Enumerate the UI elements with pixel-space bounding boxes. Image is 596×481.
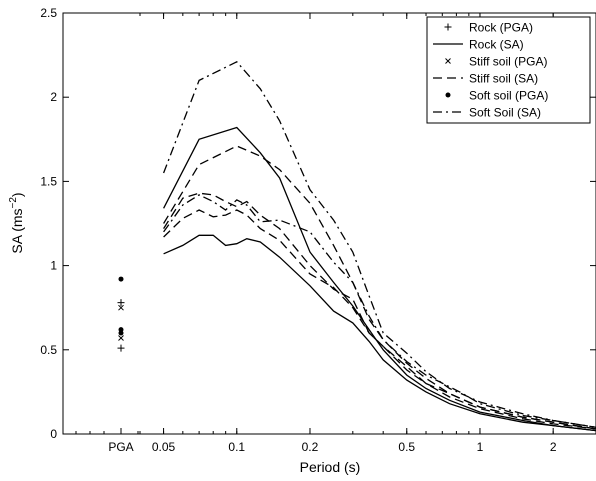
y-tick-label: 0 bbox=[50, 427, 57, 441]
series-line-2 bbox=[163, 209, 596, 430]
pga-point-2-1 bbox=[118, 327, 124, 333]
legend-marker-0 bbox=[444, 23, 452, 31]
series-line-5 bbox=[163, 194, 596, 428]
pga-point-0-1 bbox=[117, 299, 125, 307]
series-line-1 bbox=[163, 126, 596, 432]
legend-label-0: Rock (PGA) bbox=[469, 21, 533, 35]
legend: Rock (PGA) Rock (SA) Stiff soil (PGA) Stiff… bbox=[426, 16, 591, 124]
legend-label-3: Stiff soil (SA) bbox=[469, 72, 538, 86]
series-line-6 bbox=[162, 60, 596, 428]
x-tick-label-pga: PGA bbox=[108, 440, 133, 454]
y-axis-label-exponent: −2 bbox=[8, 197, 19, 209]
legend-label-2: Stiff soil (PGA) bbox=[469, 55, 547, 69]
y-tick-label: 2 bbox=[50, 90, 57, 104]
legend-entry-2: Stiff soil (PGA) bbox=[445, 55, 547, 69]
y-tick-label: 2.5 bbox=[40, 6, 57, 20]
legend-entry-1: Rock (SA) bbox=[433, 38, 524, 52]
x-tick-label: 2 bbox=[550, 440, 557, 454]
y-axis-label: SA (ms−2) bbox=[8, 192, 25, 253]
legend-label-5: Soft Soil (SA) bbox=[469, 106, 541, 120]
legend-entry-5: Soft Soil (SA) bbox=[433, 106, 541, 120]
y-tick-label: 0.5 bbox=[40, 343, 57, 357]
y-axis-label-close: ) bbox=[9, 192, 25, 197]
pga-point-1-0 bbox=[118, 335, 124, 341]
pga-point-2-2 bbox=[118, 276, 124, 282]
series-line-0 bbox=[163, 234, 596, 432]
x-tick-label: 0.5 bbox=[398, 440, 415, 454]
axis-ticks: 0 0.5 1 1.5 2 2.5 0.05 0.1 0.2 0.5 1 2 PGA bbox=[40, 6, 596, 454]
x-tick-label: 0.1 bbox=[228, 440, 245, 454]
y-tick-label: 1.5 bbox=[40, 174, 57, 188]
legend-entry-3: Stiff soil (SA) bbox=[433, 72, 538, 86]
x-tick-label: 1 bbox=[477, 440, 484, 454]
legend-marker-2 bbox=[445, 58, 451, 64]
x-axis-label: Period (s) bbox=[300, 459, 361, 475]
series-line-4 bbox=[163, 145, 596, 430]
pga-markers bbox=[117, 276, 125, 352]
legend-entry-0: Rock (PGA) bbox=[444, 21, 533, 35]
pga-point-1-1 bbox=[118, 304, 124, 311]
legend-box bbox=[426, 16, 591, 124]
pga-point-0-0 bbox=[117, 344, 125, 352]
legend-marker-4 bbox=[445, 92, 451, 98]
legend-entry-4: Soft soil (PGA) bbox=[445, 89, 548, 103]
legend-label-1: Rock (SA) bbox=[469, 38, 524, 52]
y-axis-label-base: SA (ms bbox=[9, 208, 25, 253]
series-layer bbox=[162, 60, 596, 432]
legend-label-4: Soft soil (PGA) bbox=[469, 89, 548, 103]
y-tick-label: 1 bbox=[50, 259, 57, 273]
x-tick-label: 0.2 bbox=[302, 440, 319, 454]
x-tick-label: 0.05 bbox=[152, 440, 176, 454]
